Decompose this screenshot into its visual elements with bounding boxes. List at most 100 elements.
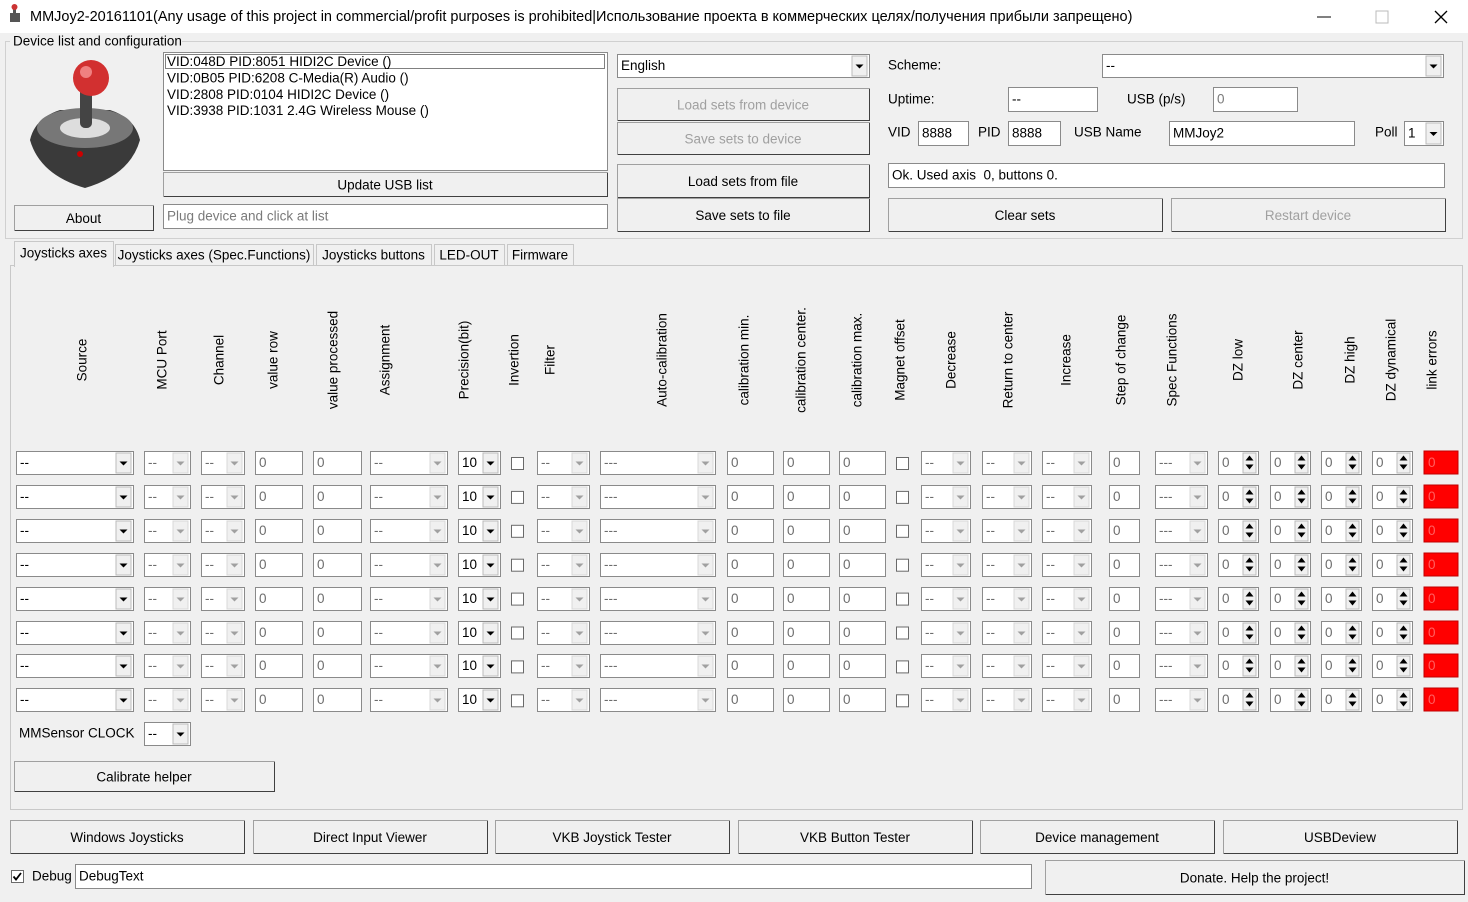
plug-hint-field[interactable] (163, 204, 608, 229)
axis-combo[interactable] (600, 688, 716, 712)
axis-field[interactable] (255, 519, 303, 543)
language-combo[interactable] (617, 54, 870, 78)
axis-combo[interactable] (600, 553, 716, 577)
axis-combo[interactable] (16, 451, 134, 475)
pid-field[interactable] (1008, 121, 1061, 146)
tab[interactable] (115, 244, 314, 266)
axis-spin-buttons[interactable] (1345, 689, 1360, 711)
axis-combo[interactable] (16, 553, 134, 577)
axis-field[interactable] (839, 553, 886, 577)
axis-field[interactable] (839, 451, 886, 475)
axis-combo[interactable] (600, 654, 716, 678)
axis-spin-buttons[interactable] (1242, 486, 1257, 508)
axis-combo[interactable] (370, 587, 448, 611)
update-usb-button[interactable] (163, 172, 608, 197)
axis-field[interactable] (255, 621, 303, 645)
axis-checkbox[interactable] (511, 558, 524, 572)
axis-field[interactable] (783, 654, 830, 678)
axis-field[interactable] (727, 587, 774, 611)
axis-combo[interactable] (370, 621, 448, 645)
axis-checkbox[interactable] (896, 694, 909, 708)
axis-spin-buttons[interactable] (1396, 486, 1411, 508)
vid-field[interactable] (918, 121, 969, 146)
axis-checkbox[interactable] (896, 592, 909, 606)
uptime-field[interactable] (1008, 87, 1098, 112)
axis-spin-buttons[interactable] (1345, 655, 1360, 677)
axis-spin-buttons[interactable] (1294, 486, 1309, 508)
axis-field[interactable] (1109, 553, 1140, 577)
axis-field[interactable] (727, 519, 774, 543)
axis-checkbox[interactable] (896, 490, 909, 504)
axis-field[interactable] (783, 485, 830, 509)
axis-field[interactable] (839, 621, 886, 645)
axis-checkbox[interactable] (511, 626, 524, 640)
axis-field[interactable] (783, 451, 830, 475)
axis-combo[interactable] (600, 587, 716, 611)
status-field[interactable] (888, 163, 1445, 188)
axis-checkbox[interactable] (896, 558, 909, 572)
axis-spin-buttons[interactable] (1294, 452, 1309, 474)
tool-button[interactable] (738, 820, 973, 854)
axis-field[interactable] (313, 621, 362, 645)
device-item[interactable]: VID:2808 PID:0104 HIDI2C Device () (167, 87, 389, 102)
axis-combo[interactable] (16, 688, 134, 712)
debug-field[interactable] (75, 864, 1032, 889)
axis-field[interactable] (839, 587, 886, 611)
axis-combo[interactable] (600, 519, 716, 543)
axis-field[interactable] (783, 553, 830, 577)
axis-spin-buttons[interactable] (1345, 554, 1360, 576)
axis-combo[interactable] (16, 654, 134, 678)
axis-field[interactable] (783, 587, 830, 611)
axis-spin-buttons[interactable] (1396, 554, 1411, 576)
axis-spin-buttons[interactable] (1294, 689, 1309, 711)
scheme-combo[interactable] (1102, 54, 1444, 78)
axis-field[interactable] (783, 621, 830, 645)
axis-spin-buttons[interactable] (1242, 622, 1257, 644)
axis-combo[interactable] (370, 485, 448, 509)
axis-field[interactable] (839, 654, 886, 678)
axis-combo[interactable] (600, 451, 716, 475)
axis-spin-buttons[interactable] (1396, 452, 1411, 474)
device-item[interactable]: VID:3938 PID:1031 2.4G Wireless Mouse () (167, 103, 429, 118)
axis-checkbox[interactable] (896, 524, 909, 538)
axis-combo[interactable] (16, 485, 134, 509)
axis-field[interactable] (313, 485, 362, 509)
about-button[interactable] (14, 205, 154, 231)
tab[interactable] (14, 241, 114, 267)
axis-checkbox[interactable] (511, 592, 524, 606)
axis-field[interactable] (313, 587, 362, 611)
tool-button[interactable] (253, 820, 488, 854)
axis-field[interactable] (1109, 485, 1140, 509)
axis-field[interactable] (727, 553, 774, 577)
axis-spin-buttons[interactable] (1294, 588, 1309, 610)
axis-spin-buttons[interactable] (1242, 452, 1257, 474)
axis-field[interactable] (313, 553, 362, 577)
axis-field[interactable] (839, 519, 886, 543)
axis-combo[interactable] (600, 621, 716, 645)
axis-field[interactable] (255, 654, 303, 678)
tool-button[interactable] (10, 820, 245, 854)
axis-spin-buttons[interactable] (1396, 588, 1411, 610)
axis-spin-buttons[interactable] (1242, 655, 1257, 677)
axis-spin-buttons[interactable] (1242, 554, 1257, 576)
axis-combo[interactable] (600, 485, 716, 509)
axis-checkbox[interactable] (511, 660, 524, 674)
axis-field[interactable] (727, 485, 774, 509)
device-item[interactable]: VID:0B05 PID:6208 C-Media(R) Audio () (167, 70, 409, 85)
tab[interactable] (316, 244, 432, 266)
axis-spin-buttons[interactable] (1396, 655, 1411, 677)
axis-field[interactable] (839, 688, 886, 712)
axis-field[interactable] (1109, 519, 1140, 543)
axis-combo[interactable] (16, 587, 134, 611)
axis-spin-buttons[interactable] (1345, 622, 1360, 644)
axis-field[interactable] (255, 587, 303, 611)
device-item[interactable]: VID:048D PID:8051 HIDI2C Device () (167, 54, 391, 69)
axis-field[interactable] (839, 485, 886, 509)
axis-checkbox[interactable] (511, 694, 524, 708)
axis-combo[interactable] (370, 451, 448, 475)
save-file-button[interactable] (617, 198, 870, 232)
axis-spin-buttons[interactable] (1396, 520, 1411, 542)
axis-field[interactable] (783, 688, 830, 712)
axis-field[interactable] (727, 654, 774, 678)
axis-field[interactable] (255, 553, 303, 577)
